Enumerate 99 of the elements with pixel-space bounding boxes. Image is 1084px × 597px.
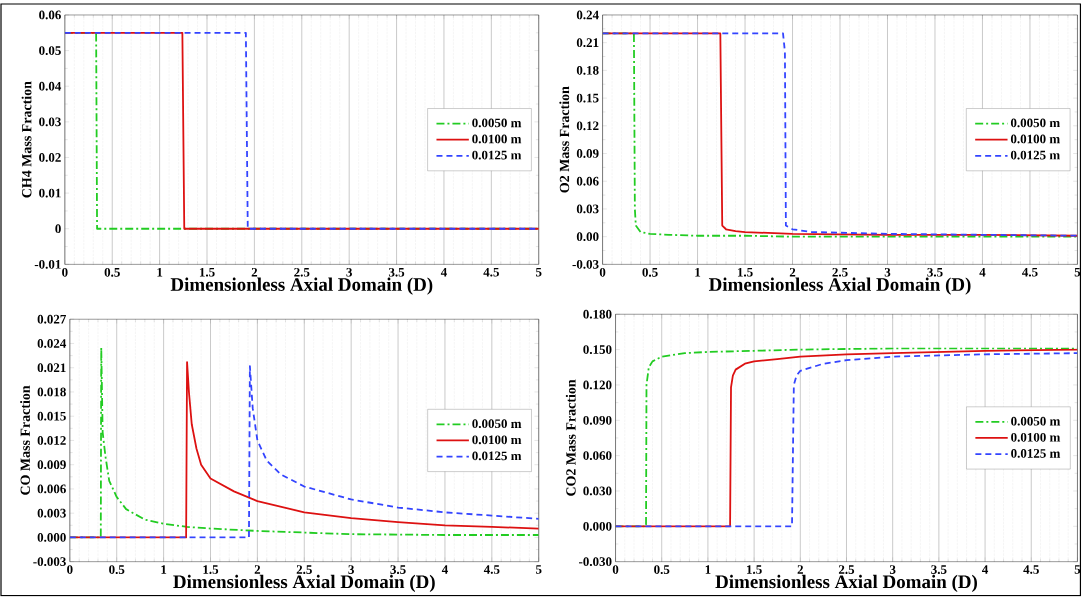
x-tick-label: 4	[981, 565, 989, 574]
x-axis-title: Dimensionless Axial Domain (D)	[715, 575, 977, 593]
x-tick-label: 1.5	[737, 268, 753, 277]
y-tick-label: 0.05	[39, 46, 61, 56]
y-axis-title: O2 Mass Fraction	[559, 86, 570, 193]
y-tick-label: 0.009	[37, 460, 66, 470]
x-tick-label: 3	[346, 268, 352, 277]
y-tick-label: 0.024	[37, 339, 67, 349]
y-tick-label: 0.030	[583, 486, 612, 496]
y-tick-label: 0.015	[37, 412, 66, 421]
x-tick-label: 3.5	[931, 565, 947, 575]
x-tick-label: 4.5	[1023, 565, 1039, 575]
y-tick-label: 0.180	[583, 310, 612, 319]
legend-label: 0.0100 m	[1010, 134, 1060, 144]
y-tick-label: 0.15	[576, 93, 599, 103]
legend-label: 0.0050 m	[472, 419, 522, 429]
y-tick-label: 0.09	[576, 149, 599, 159]
x-tick-label: 0.5	[104, 268, 120, 277]
y-tick-label: 0.02	[39, 153, 61, 163]
legend-label: 0.0125 m	[472, 451, 522, 461]
x-tick-label: 4.5	[483, 268, 499, 277]
x-tick-label: 1	[161, 565, 167, 574]
y-axis-title: CO Mass Fraction	[20, 385, 30, 496]
x-tick-label: 3.5	[927, 268, 943, 277]
x-tick-label: 5	[535, 565, 542, 575]
x-tick-label: 2.5	[832, 268, 848, 277]
legend-label: 0.0050 m	[472, 118, 522, 128]
x-axis-title: Dimensionless Axial Domain (D)	[170, 277, 433, 295]
y-tick-label: 0.04	[39, 82, 62, 91]
y-tick-label: 0.150	[583, 345, 612, 355]
x-tick-label: 2.5	[294, 268, 310, 277]
y-tick-label: -0.01	[34, 260, 61, 269]
y-tick-label: -0.03	[572, 260, 599, 269]
x-tick-label: 1	[157, 268, 163, 277]
x-tick-label: 1.5	[199, 268, 215, 277]
y-tick-label: 0.00	[576, 232, 599, 242]
x-tick-label: 0.5	[642, 268, 658, 277]
y-tick-label: 0.18	[576, 66, 599, 75]
y-tick-label: 0.06	[39, 10, 61, 20]
x-tick-label: 1	[705, 565, 711, 574]
x-tick-label: 4.5	[1022, 268, 1038, 277]
y-tick-label: 0.03	[39, 117, 61, 127]
x-tick-label: 2.5	[838, 565, 855, 575]
x-tick-label: 3	[348, 565, 354, 575]
y-tick-label: 0.000	[583, 522, 612, 531]
y-tick-label: 0.24	[576, 10, 599, 20]
x-tick-label: 3	[884, 268, 891, 277]
x-tick-label: 2	[789, 268, 796, 277]
y-tick-label: 0.12	[576, 121, 599, 131]
legend-label: 0.0100 m	[472, 134, 522, 144]
x-tick-label: 0.5	[109, 565, 125, 575]
y-axis-title: CO2 Mass Fraction	[565, 379, 576, 497]
x-tick-label: 3.5	[388, 268, 405, 277]
legend-label: 0.0100 m	[1011, 433, 1061, 442]
y-tick-label: 0.01	[39, 188, 61, 198]
y-tick-label: 0.120	[583, 380, 612, 390]
x-tick-label: 5	[536, 268, 542, 277]
x-tick-label: 4	[440, 268, 447, 277]
x-tick-label: 1.5	[203, 565, 219, 575]
y-tick-label: 0.21	[576, 38, 599, 48]
x-tick-label: 0	[612, 565, 619, 575]
y-tick-label: 0.018	[37, 387, 66, 397]
y-tick-label: -0.030	[578, 557, 612, 567]
y-tick-label: 0.060	[583, 451, 612, 461]
legend-label: 0.0050 m	[1010, 118, 1060, 128]
y-tick-label: 0	[55, 224, 61, 234]
x-tick-label: 5	[1074, 565, 1081, 575]
x-tick-label: 5	[1074, 268, 1081, 277]
x-tick-label: 4	[441, 565, 448, 574]
y-tick-label: 0.012	[37, 436, 66, 446]
x-tick-label: 2	[251, 268, 258, 277]
legend-label: 0.0125 m	[472, 150, 522, 160]
y-tick-label: 0.006	[37, 484, 66, 494]
y-tick-label: 0.003	[37, 508, 66, 518]
y-tick-label: 0.03	[576, 204, 599, 214]
x-tick-label: 4.5	[483, 565, 500, 575]
y-tick-label: 0.027	[37, 315, 66, 324]
x-tick-label: 2	[797, 565, 803, 574]
y-axis-title: CH4 Mass Fraction	[21, 81, 32, 198]
y-tick-label: 0.06	[576, 177, 599, 186]
y-tick-label: 0.090	[583, 416, 612, 425]
x-tick-label: 4	[979, 268, 986, 277]
x-tick-label: 3.5	[390, 565, 406, 575]
y-tick-label: -0.003	[33, 557, 66, 567]
x-tick-label: 1	[695, 268, 701, 277]
legend-label: 0.0050 m	[1011, 417, 1061, 426]
x-tick-label: 0.5	[654, 565, 670, 575]
legend-label: 0.0125 m	[1010, 150, 1060, 160]
x-axis-title: Dimensionless Axial Domain (D)	[173, 575, 435, 593]
y-tick-label: 0.021	[37, 363, 66, 373]
x-tick-label: 2	[254, 565, 261, 574]
x-tick-label: 0	[67, 565, 73, 575]
legend-label: 0.0125 m	[1011, 449, 1061, 459]
x-tick-label: 2.5	[296, 565, 312, 575]
y-tick-label: 0.000	[37, 533, 66, 543]
legend-label: 0.0100 m	[472, 435, 522, 445]
x-axis-title: Dimensionless Axial Domain (D)	[708, 277, 971, 295]
x-tick-label: 3	[889, 565, 896, 575]
x-tick-label: 1.5	[747, 565, 762, 575]
